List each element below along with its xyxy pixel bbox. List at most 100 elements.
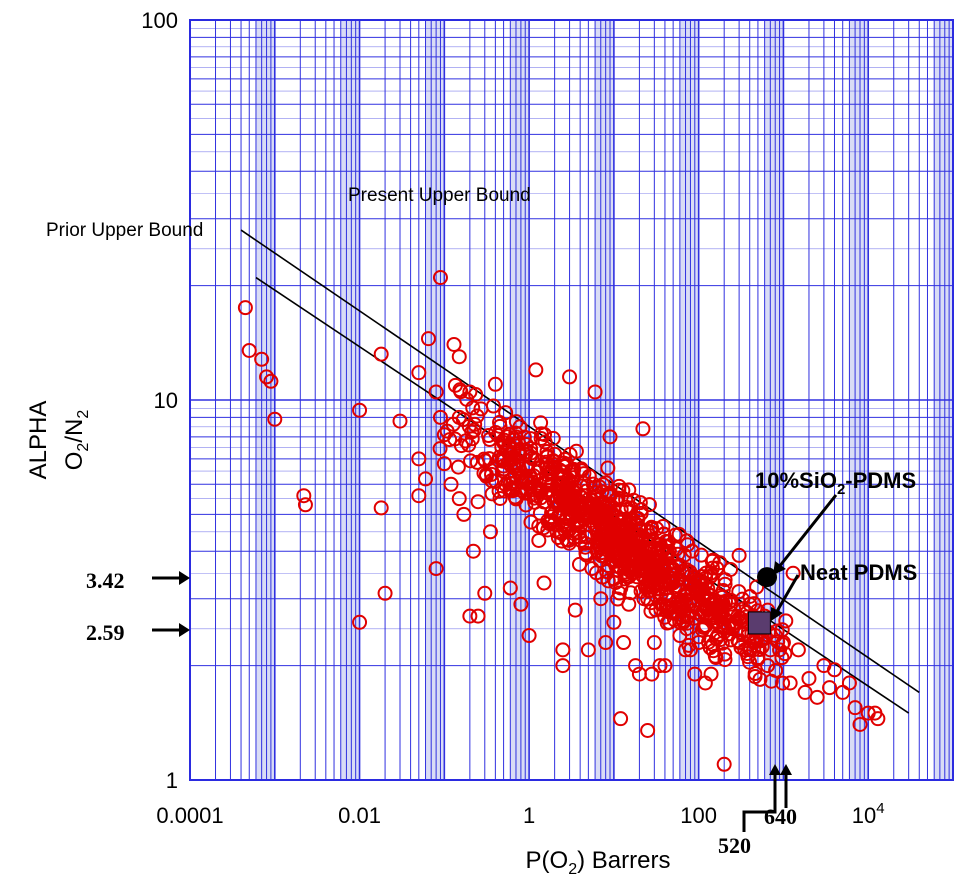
data-point: [577, 539, 593, 555]
data-point: [750, 651, 766, 667]
data-point: [683, 575, 699, 591]
data-point: [555, 642, 571, 658]
data-point: [731, 547, 747, 563]
data-point: [485, 398, 501, 414]
data-point: [519, 481, 535, 497]
data-point: [620, 562, 636, 578]
data-point: [731, 584, 747, 600]
data-point: [577, 504, 593, 520]
data-point: [487, 376, 503, 392]
y-tick-label: 1: [166, 768, 178, 793]
data-point: [604, 506, 620, 522]
present-upper-bound-label: Present Upper Bound: [348, 185, 531, 206]
data-point: [558, 489, 574, 505]
x-tick-label: 0.01: [338, 803, 381, 828]
data-point: [659, 600, 675, 616]
data-point: [458, 433, 474, 449]
data-point: [599, 564, 615, 580]
x-callout-left: 520: [718, 833, 751, 858]
data-point: [715, 595, 731, 611]
data-point: [452, 382, 468, 398]
data-point: [465, 400, 481, 416]
data-point: [751, 642, 767, 658]
data-point: [841, 675, 857, 691]
data-point: [704, 560, 720, 576]
data-point: [716, 624, 732, 640]
data-point: [477, 585, 493, 601]
data-point: [646, 571, 662, 587]
data-point: [717, 646, 733, 662]
data-point: [703, 666, 719, 682]
data-point: [720, 620, 736, 636]
y-axis-title-line1: ALPHA: [25, 401, 52, 480]
data-point: [681, 637, 697, 653]
data-point: [628, 658, 644, 674]
data-point: [785, 565, 801, 581]
data-point: [626, 492, 642, 508]
data-point: [704, 596, 720, 612]
arrow-neat: [774, 574, 800, 614]
data-point: [259, 369, 275, 385]
data-point: [797, 684, 813, 700]
plot-frame: [189, 19, 954, 781]
data-point: [686, 610, 702, 626]
arrow-neat-head: [771, 607, 783, 621]
data-point: [502, 475, 518, 491]
data-point: [501, 437, 517, 453]
data-point: [822, 680, 838, 696]
data-point: [600, 460, 616, 476]
data-point: [447, 431, 463, 447]
data-point: [528, 362, 544, 378]
data-point: [559, 511, 575, 527]
data-point: [502, 580, 518, 596]
data-point: [533, 415, 549, 431]
upper-bound-line: [240, 229, 920, 694]
grid-lines: [189, 20, 953, 781]
data-point: [241, 342, 257, 358]
data-point: [693, 547, 709, 563]
highlight-point-sio2-pdms: [757, 567, 778, 588]
data-point: [640, 722, 656, 738]
data-points: [237, 270, 886, 772]
data-point: [411, 365, 427, 381]
data-point: [496, 432, 512, 448]
data-point: [571, 556, 587, 572]
data-point: [847, 700, 863, 716]
data-point: [602, 539, 618, 555]
y-callout-low: 2.59: [86, 620, 125, 645]
data-point: [646, 635, 662, 651]
data-point: [703, 607, 719, 623]
data-point: [657, 658, 673, 674]
data-point: [590, 511, 606, 527]
x-tick-label: 1: [523, 803, 535, 828]
data-point: [716, 756, 732, 772]
data-point: [296, 488, 312, 504]
data-point: [516, 429, 532, 445]
arrow-520: [742, 772, 777, 832]
data-point: [777, 646, 793, 662]
data-point: [559, 456, 575, 472]
data-point: [683, 568, 699, 584]
x-tick-label: 104: [852, 800, 885, 828]
arrow-520-head: [769, 764, 781, 775]
data-point: [436, 456, 452, 472]
data-point: [461, 437, 477, 453]
x-axis-title: P(O2) Barrers: [526, 847, 671, 878]
data-point: [659, 615, 675, 631]
data-point: [610, 591, 626, 607]
data-point: [470, 494, 486, 510]
data-point: [428, 384, 444, 400]
data-point: [508, 474, 524, 490]
data-point: [439, 423, 455, 439]
data-point: [618, 492, 634, 508]
data-point: [587, 384, 603, 400]
data-point: [547, 505, 563, 521]
data-point: [671, 526, 687, 542]
data-point: [593, 591, 609, 607]
data-point: [694, 578, 710, 594]
data-point: [484, 473, 500, 489]
data-point: [655, 558, 671, 574]
data-point: [676, 547, 692, 563]
data-point: [537, 434, 553, 450]
data-point: [632, 495, 648, 511]
